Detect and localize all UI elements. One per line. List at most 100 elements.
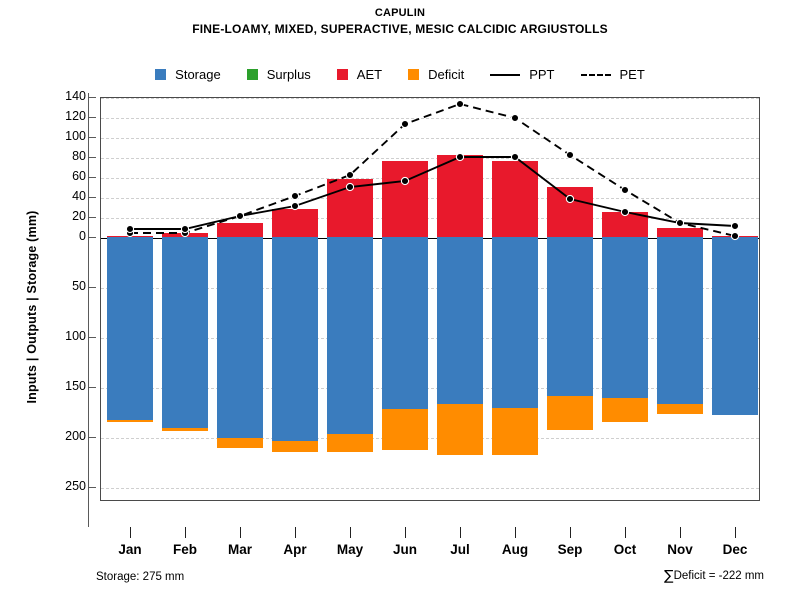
x-axis-label-jun: Jun bbox=[392, 542, 417, 557]
gridline bbox=[101, 438, 759, 439]
x-axis-label-oct: Oct bbox=[613, 542, 637, 557]
gridline bbox=[101, 338, 759, 339]
bar-aet-apr bbox=[272, 209, 318, 237]
bar-storage-dec bbox=[712, 237, 758, 415]
x-tick-mark bbox=[515, 527, 516, 538]
x-axis-label-mar: Mar bbox=[227, 542, 252, 557]
gridline bbox=[101, 288, 759, 289]
gridline bbox=[101, 118, 759, 119]
bar-aet-sep bbox=[547, 187, 593, 237]
legend-label: Deficit bbox=[428, 67, 465, 82]
y-tick-label: 150 bbox=[65, 379, 86, 393]
bar-aet-mar bbox=[217, 223, 263, 237]
y-tick-mark bbox=[88, 437, 96, 438]
y-tick-mark bbox=[88, 287, 96, 288]
bar-deficit-aug bbox=[492, 408, 538, 455]
x-tick-mark bbox=[295, 527, 296, 538]
bar-storage-mar bbox=[217, 237, 263, 438]
deficit-note: ∑Deficit = -222 mm bbox=[664, 568, 764, 584]
bar-storage-jan bbox=[107, 237, 153, 420]
bar-storage-nov bbox=[657, 237, 703, 404]
bar-deficit-jul bbox=[437, 404, 483, 455]
bar-aet-jul bbox=[437, 155, 483, 237]
x-tick-mark bbox=[625, 527, 626, 538]
legend-item-deficit: Deficit bbox=[408, 68, 464, 81]
x-axis-label-sep: Sep bbox=[557, 542, 583, 557]
y-tick-label: 120 bbox=[65, 109, 86, 123]
legend-item-surplus: Surplus bbox=[246, 67, 311, 82]
y-tick-mark bbox=[88, 157, 96, 158]
y-tick-mark bbox=[88, 337, 96, 338]
bar-aet-may bbox=[327, 179, 373, 237]
gridline bbox=[101, 138, 759, 139]
bar-deficit-jan bbox=[107, 420, 153, 422]
bar-deficit-may bbox=[327, 434, 373, 452]
bar-deficit-mar bbox=[217, 438, 263, 448]
x-tick-mark bbox=[185, 527, 186, 538]
x-axis-label-jan: Jan bbox=[118, 542, 142, 557]
x-tick-mark bbox=[460, 527, 461, 538]
chart-title-block: CAPULIN FINE-LOAMY, MIXED, SUPERACTIVE, … bbox=[0, 6, 800, 37]
y-tick-mark bbox=[88, 197, 96, 198]
y-axis-title: Inputs | Outputs | Storage (mm) bbox=[25, 210, 39, 404]
bar-aet-jun bbox=[382, 161, 428, 237]
y-tick-mark bbox=[88, 217, 96, 218]
y-tick-mark bbox=[88, 237, 96, 238]
y-tick-label: 20 bbox=[72, 209, 86, 223]
x-tick-mark bbox=[350, 527, 351, 538]
gridline bbox=[101, 178, 759, 179]
gridline bbox=[101, 98, 759, 99]
y-tick-mark bbox=[88, 117, 96, 118]
legend-label: Surplus bbox=[266, 67, 311, 82]
y-tick-mark bbox=[88, 97, 96, 98]
bar-storage-aug bbox=[492, 237, 538, 408]
chart-legend: Storage Surplus AET Deficit PPT PET bbox=[0, 68, 800, 81]
x-tick-mark bbox=[735, 527, 736, 538]
page-title: CAPULIN bbox=[374, 7, 426, 19]
legend-item-ppt: PPT bbox=[490, 68, 555, 81]
storage-note: Storage: 275 mm bbox=[96, 571, 185, 583]
legend-swatch-icon bbox=[336, 69, 348, 80]
x-tick-mark bbox=[680, 527, 681, 538]
bar-deficit-oct bbox=[602, 398, 648, 422]
bar-aet-nov bbox=[657, 228, 703, 237]
x-axis-label-apr: Apr bbox=[283, 542, 307, 557]
y-tick-mark bbox=[88, 177, 96, 178]
x-axis-label-dec: Dec bbox=[722, 542, 748, 557]
bar-aet-oct bbox=[602, 212, 648, 237]
x-axis-label-may: May bbox=[336, 542, 364, 557]
y-tick-label: 50 bbox=[72, 279, 86, 293]
bar-deficit-feb bbox=[162, 428, 208, 431]
bar-storage-may bbox=[327, 237, 373, 434]
x-tick-mark bbox=[130, 527, 131, 538]
deficit-note-text: Deficit = -222 mm bbox=[673, 570, 764, 582]
y-tick-label: 60 bbox=[72, 169, 86, 183]
legend-item-storage: Storage bbox=[155, 68, 221, 81]
bar-deficit-sep bbox=[547, 396, 593, 430]
gridline bbox=[101, 158, 759, 159]
y-tick-mark bbox=[88, 487, 96, 488]
zero-line bbox=[101, 238, 759, 239]
x-axis-label-nov: Nov bbox=[667, 542, 693, 557]
legend-label: Storage bbox=[175, 67, 221, 82]
y-tick-label: 80 bbox=[72, 149, 86, 163]
y-tick-label: 40 bbox=[72, 189, 86, 203]
sigma-icon: ∑ bbox=[664, 568, 674, 584]
y-tick-label: 0 bbox=[79, 229, 86, 243]
x-axis-label-jul: Jul bbox=[450, 542, 470, 557]
legend-swatch-icon bbox=[408, 69, 420, 80]
x-axis-label-feb: Feb bbox=[172, 542, 197, 557]
legend-label: AET bbox=[356, 67, 383, 82]
bar-storage-oct bbox=[602, 237, 648, 398]
bar-deficit-jun bbox=[382, 409, 428, 450]
legend-item-pet: PET bbox=[580, 68, 645, 81]
gridline bbox=[101, 198, 759, 199]
legend-item-aet: AET bbox=[336, 67, 383, 82]
bar-deficit-apr bbox=[272, 441, 318, 452]
x-tick-mark bbox=[240, 527, 241, 538]
x-axis-label-aug: Aug bbox=[501, 542, 529, 557]
y-tick-label: 250 bbox=[65, 479, 86, 493]
y-tick-label: 140 bbox=[65, 89, 86, 103]
y-tick-label: 100 bbox=[65, 129, 86, 143]
